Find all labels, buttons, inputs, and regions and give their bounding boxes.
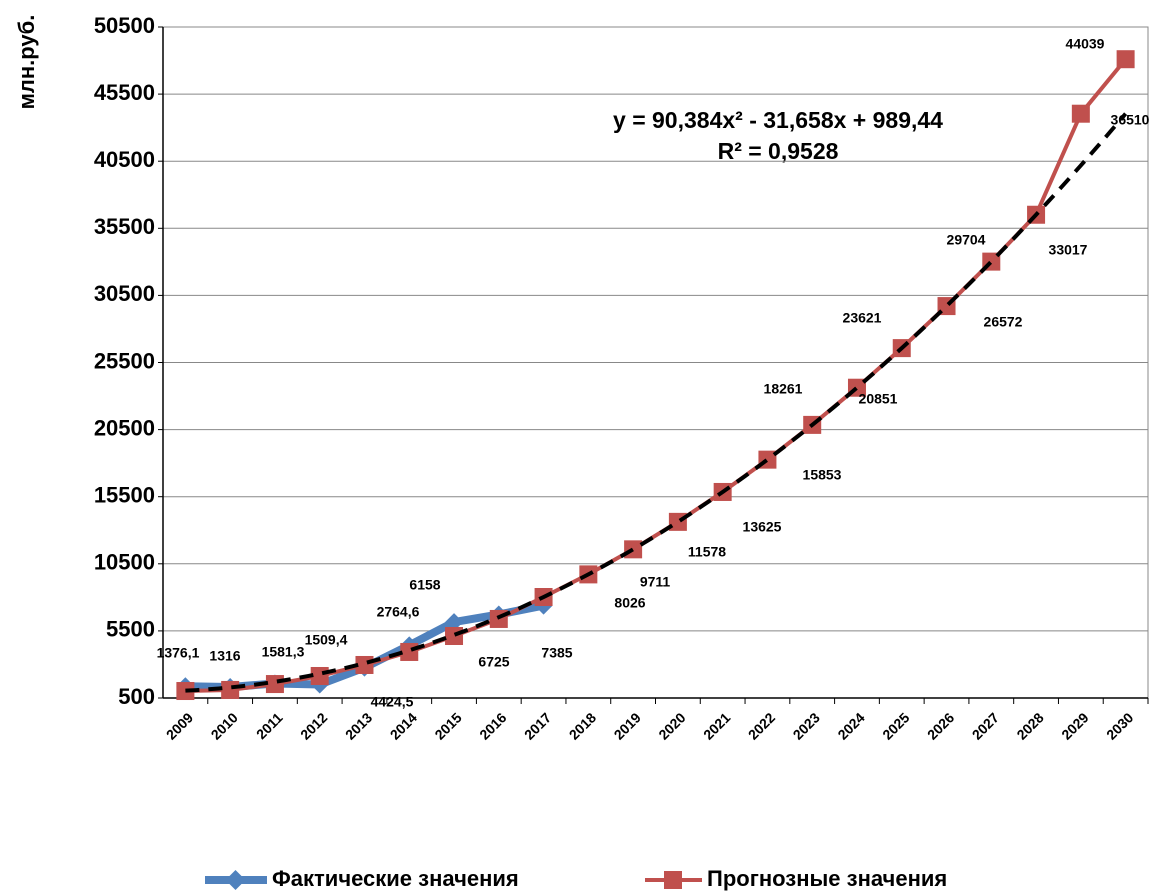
series-line	[185, 57, 1128, 694]
data-label: 8026	[614, 595, 645, 611]
marker	[624, 540, 643, 559]
data-label: 20851	[859, 391, 898, 407]
x-tick-label: 2011	[253, 709, 286, 742]
trend-equation: y = 90,384x² - 31,658x + 989,44	[613, 107, 943, 133]
x-tick-label: 2024	[834, 709, 867, 742]
x-tick-label: 2009	[163, 709, 196, 742]
data-label: 23621	[843, 310, 882, 326]
legend-label: Прогнозные значения	[707, 866, 947, 891]
y-tick-label: 45500	[94, 80, 155, 105]
legend-marker	[225, 870, 246, 890]
data-label: 15853	[803, 467, 842, 483]
y-tick-label: 25500	[94, 348, 155, 373]
x-tick-label: 2022	[745, 709, 778, 742]
marker	[1071, 104, 1090, 123]
x-tick-label: 2030	[1103, 709, 1136, 742]
x-tick-label: 2017	[521, 709, 554, 742]
y-tick-label: 15500	[94, 483, 155, 508]
x-tick-label: 2014	[387, 709, 420, 742]
x-tick-label: 2028	[1013, 709, 1046, 742]
x-tick-label: 2019	[611, 709, 644, 742]
data-label: 1376,1	[157, 645, 200, 661]
y-axis-label: млн.руб.	[14, 15, 39, 110]
data-label: 11578	[688, 544, 726, 560]
y-tick-label: 500	[118, 684, 155, 709]
marker	[265, 675, 284, 694]
y-tick-label: 35500	[94, 214, 155, 239]
data-label: 13625	[743, 519, 782, 535]
x-tick-label: 2010	[208, 709, 241, 742]
x-tick-label: 2029	[1058, 709, 1091, 742]
x-tick-label: 2021	[700, 709, 733, 742]
x-tick-label: 2015	[431, 709, 464, 742]
data-label: 26572	[984, 314, 1023, 330]
x-tick-label: 2027	[969, 709, 1002, 742]
marker	[176, 682, 195, 701]
data-label: 4424,5	[371, 694, 414, 710]
y-tick-label: 20500	[94, 415, 155, 440]
data-label: 1581,3	[262, 644, 305, 660]
trendline	[185, 112, 1128, 693]
legend-marker	[664, 871, 682, 889]
data-label: 6725	[478, 654, 509, 670]
marker	[445, 613, 464, 632]
data-label: 29704	[947, 232, 986, 248]
x-tick-label: 2018	[566, 709, 599, 742]
trend-r2: R² = 0,9528	[718, 138, 839, 164]
x-tick-label: 2012	[297, 709, 330, 742]
data-label: 2764,6	[377, 604, 420, 620]
data-label: 44039	[1066, 36, 1105, 52]
x-tick-label: 2016	[476, 709, 509, 742]
marker	[400, 642, 419, 661]
data-label: 18261	[764, 381, 803, 397]
x-tick-label: 2025	[879, 709, 912, 742]
x-tick-label: 2020	[655, 709, 688, 742]
y-tick-label: 10500	[94, 550, 155, 575]
data-label: 33017	[1049, 242, 1088, 258]
data-label: 1509,4	[305, 632, 348, 648]
x-tick-label: 2023	[790, 709, 823, 742]
data-label: 9711	[640, 574, 671, 590]
marker	[445, 626, 464, 645]
x-tick-label: 2013	[342, 709, 375, 742]
legend-label: Фактические значения	[272, 866, 519, 891]
x-tick-label: 2026	[924, 709, 957, 742]
marker	[1116, 50, 1135, 69]
data-label: 1316	[209, 648, 240, 664]
data-label: 6158	[409, 577, 440, 593]
data-label: 7385	[541, 645, 572, 661]
y-tick-label: 30500	[94, 281, 155, 306]
y-tick-label: 50500	[94, 13, 155, 38]
data-label: 36510	[1111, 112, 1150, 128]
y-tick-label: 5500	[106, 617, 155, 642]
y-tick-label: 40500	[94, 147, 155, 172]
marker	[221, 680, 240, 699]
